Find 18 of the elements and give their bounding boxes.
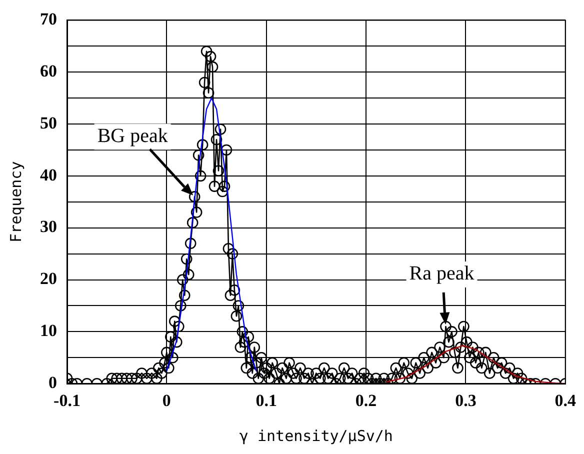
x-tick-label: -0.1 [54, 391, 80, 410]
x-axis-title: γ intensity/μSv/h [239, 426, 393, 445]
x-tick-label: 0 [162, 391, 171, 410]
y-tick-label: 40 [40, 165, 57, 184]
x-tick-label: 0.3 [455, 391, 476, 410]
y-tick-label: 50 [40, 113, 57, 132]
y-axis-title: Frequency [6, 161, 25, 243]
x-tick-label: 0.4 [554, 391, 576, 410]
y-tick-label: 0 [48, 372, 57, 392]
y-tick-label: 60 [40, 62, 57, 81]
x-tick-label: 0.1 [256, 391, 277, 410]
x-tick-label: 0.2 [355, 391, 377, 410]
y-tick-label: 20 [40, 269, 57, 288]
annotation: BG peak [97, 124, 168, 147]
y-tick-label: 30 [40, 217, 57, 236]
annotation: Ra peak [409, 262, 474, 285]
y-tick-label: 70 [40, 10, 57, 29]
y-tick-label: 10 [40, 321, 57, 340]
